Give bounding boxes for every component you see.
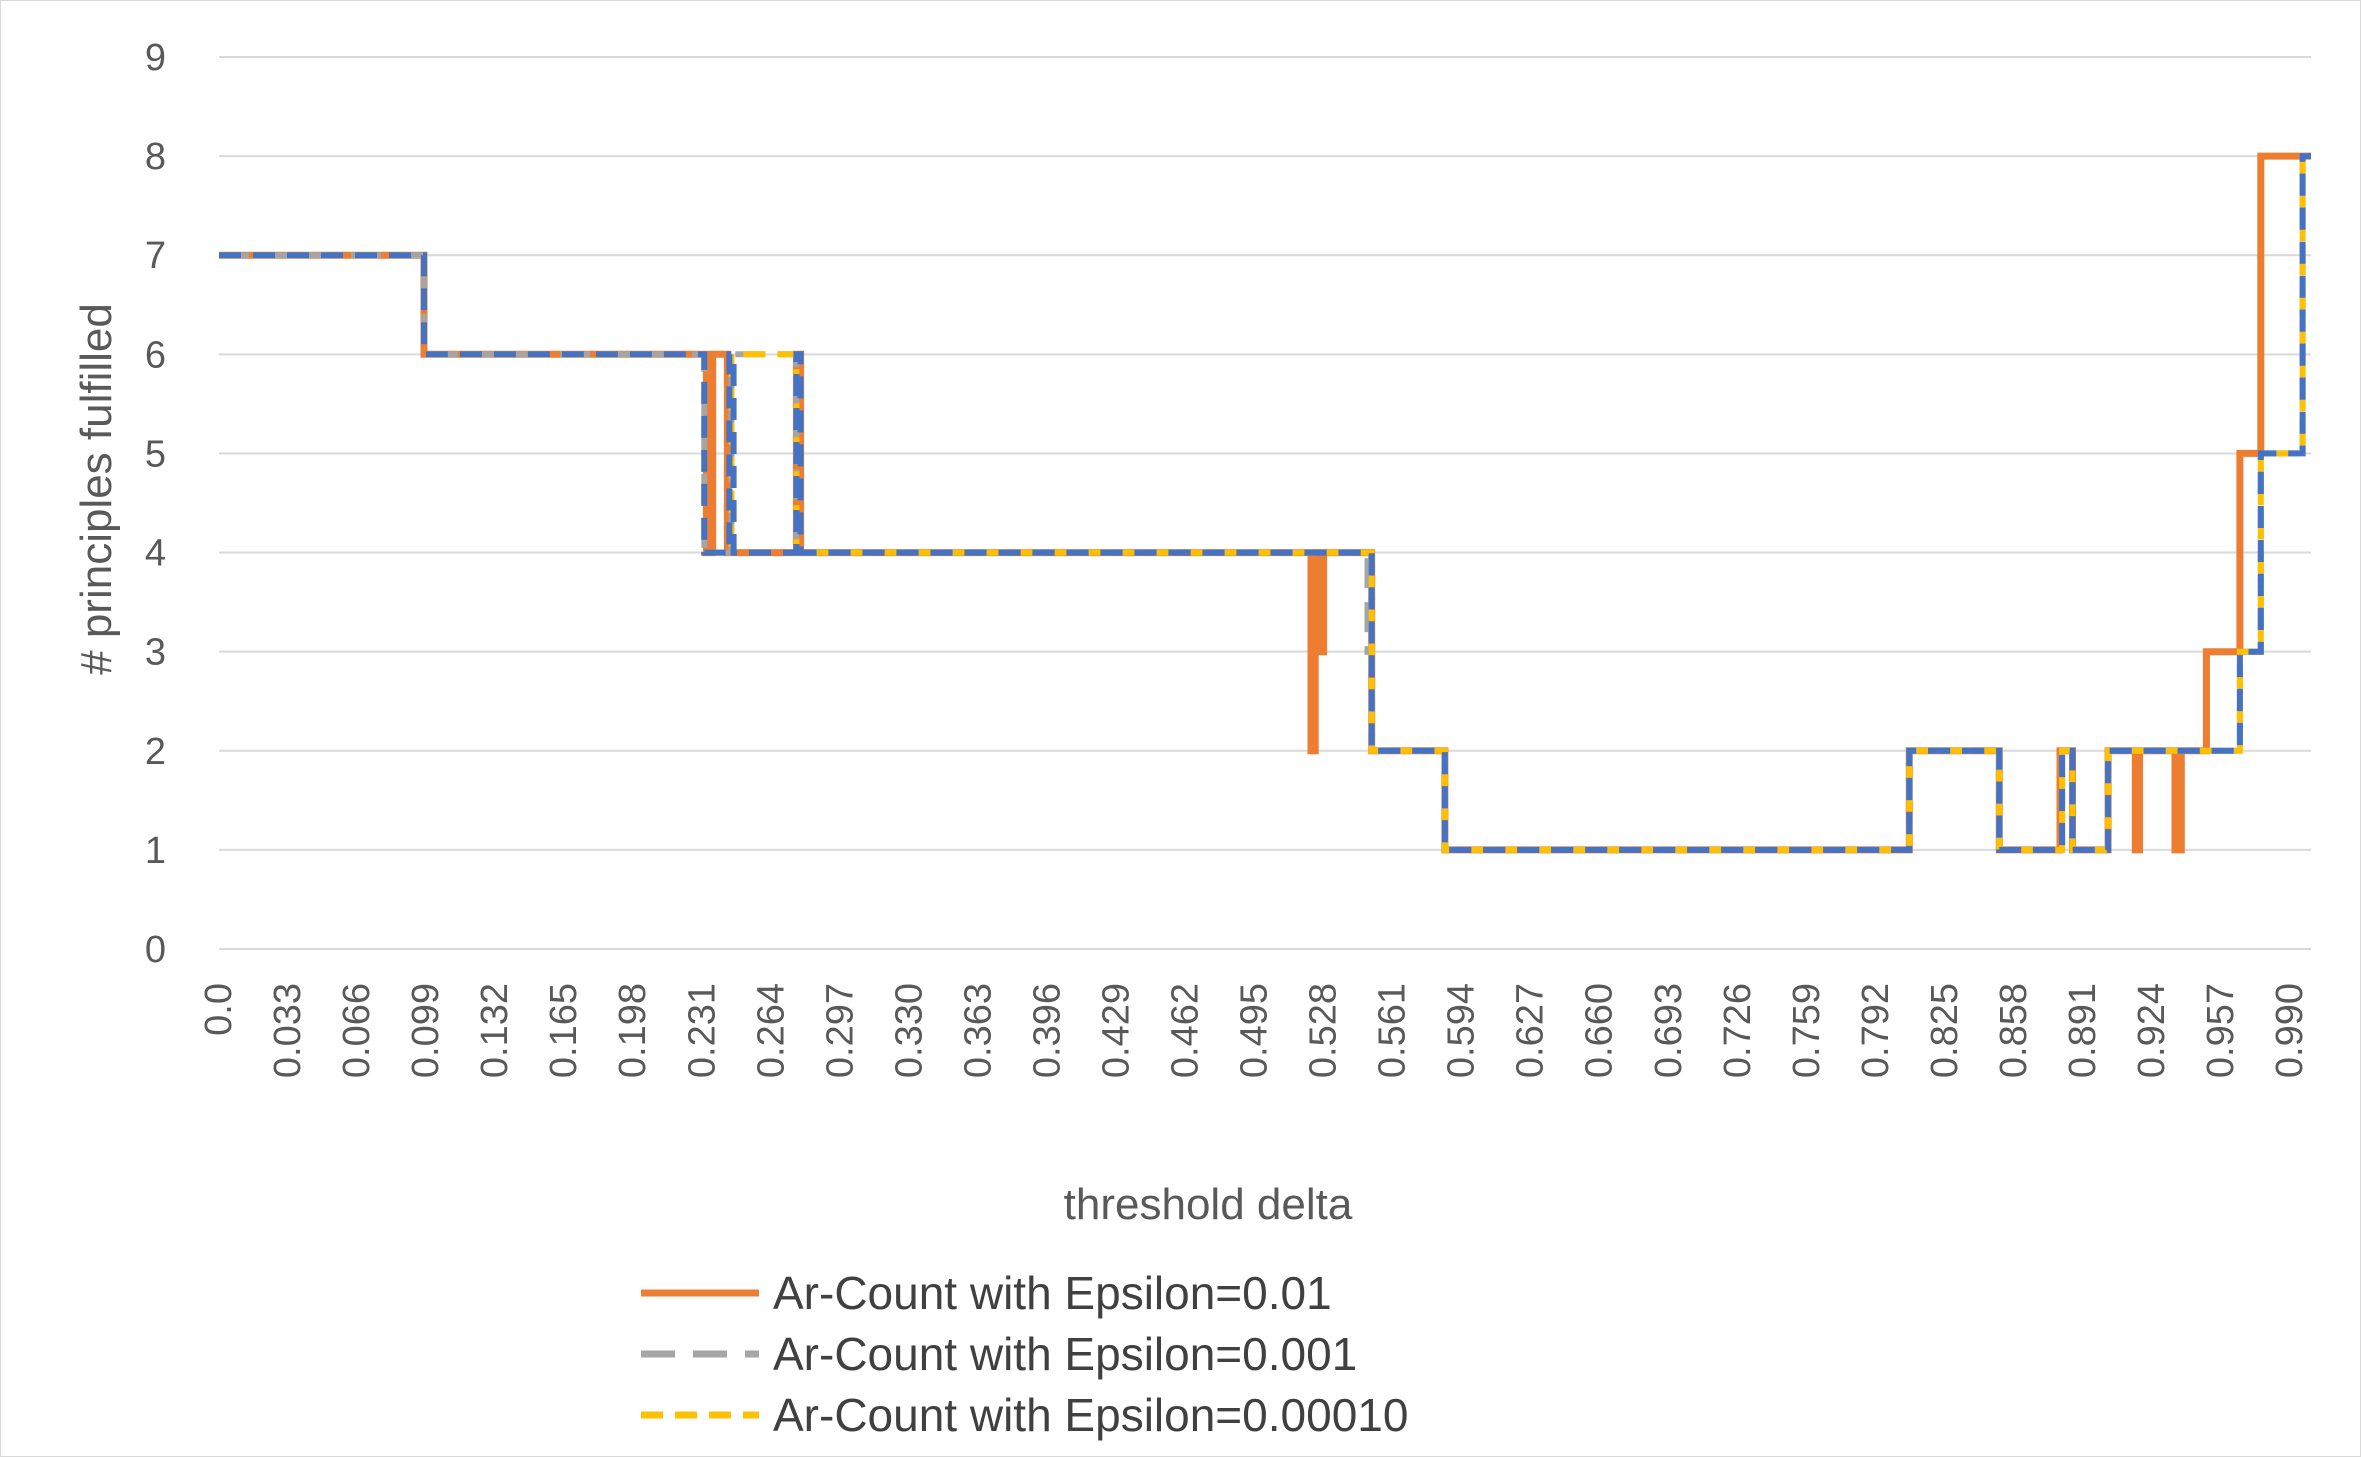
x-tick-label: 0.033 (267, 983, 309, 1078)
series-line-2 (219, 153, 2311, 853)
y-tick-label: 8 (145, 136, 166, 178)
x-tick-label: 0.627 (1510, 983, 1552, 1078)
x-tick-label: 0.660 (1579, 983, 1621, 1078)
y-tick-label: 7 (145, 235, 166, 277)
x-tick-label: 0.495 (1234, 983, 1276, 1078)
legend-label: Ar-Count with Epsilon=0.00010 (773, 1389, 1408, 1441)
y-tick-label: 9 (145, 37, 166, 79)
x-tick-label: 0.528 (1303, 983, 1345, 1078)
x-tick-label: 0.561 (1372, 983, 1414, 1078)
x-tick-label: 0.0 (198, 983, 240, 1036)
x-tick-label: 0.264 (750, 983, 792, 1078)
legend: Ar-Count with Epsilon=0.01 Ar-Count with … (641, 1267, 1408, 1441)
x-tick-label: 0.726 (1717, 983, 1759, 1078)
x-tick-label: 0.198 (612, 983, 654, 1078)
x-axis-title: threshold delta (1064, 1180, 1353, 1229)
x-axis-ticks: 0.0 0.033 0.066 0.099 0.132 0.165 0.198 0.231 0.… (198, 983, 2311, 1078)
y-tick-label: 1 (145, 830, 166, 872)
x-tick-label: 0.957 (2200, 983, 2242, 1078)
x-tick-label: 0.990 (2269, 983, 2311, 1078)
y-tick-label: 4 (145, 533, 166, 575)
x-tick-label: 0.132 (474, 983, 516, 1078)
x-tick-label: 0.825 (1924, 983, 1966, 1078)
series-line-4 (219, 153, 2311, 853)
x-tick-label: 0.297 (819, 983, 861, 1078)
y-axis-title: # principles fulfilled (72, 303, 121, 675)
y-tick-label: 0 (145, 929, 166, 971)
y-axis-ticks: 0 1 2 3 4 5 6 7 8 9 (145, 37, 166, 971)
y-tick-label: 3 (145, 632, 166, 674)
x-tick-label: 0.693 (1648, 983, 1690, 1078)
legend-label: Ar-Count with Epsilon=0.01 (773, 1267, 1332, 1319)
x-tick-label: 0.429 (1095, 983, 1137, 1078)
x-tick-label: 0.792 (1855, 983, 1897, 1078)
x-tick-label: 0.924 (2131, 983, 2173, 1078)
x-tick-label: 0.858 (1993, 983, 2035, 1078)
y-tick-label: 6 (145, 334, 166, 376)
series-line-3 (219, 153, 2311, 853)
x-tick-label: 0.363 (957, 983, 999, 1078)
y-tick-label: 2 (145, 731, 166, 773)
x-tick-label: 0.165 (543, 983, 585, 1078)
legend-label: Ar-Count with Epsilon=0.001 (773, 1328, 1357, 1380)
x-tick-label: 0.330 (888, 983, 930, 1078)
x-tick-label: 0.462 (1165, 983, 1207, 1078)
x-tick-label: 0.231 (681, 983, 723, 1078)
series-lines (219, 152, 2311, 854)
x-tick-label: 0.396 (1026, 983, 1068, 1078)
series-line-1 (219, 152, 2311, 854)
x-tick-label: 0.066 (336, 983, 378, 1078)
x-tick-label: 0.891 (2062, 983, 2104, 1078)
x-tick-label: 0.759 (1786, 983, 1828, 1078)
y-tick-label: 5 (145, 433, 166, 475)
x-tick-label: 0.099 (405, 983, 447, 1078)
x-tick-label: 0.594 (1441, 983, 1483, 1078)
